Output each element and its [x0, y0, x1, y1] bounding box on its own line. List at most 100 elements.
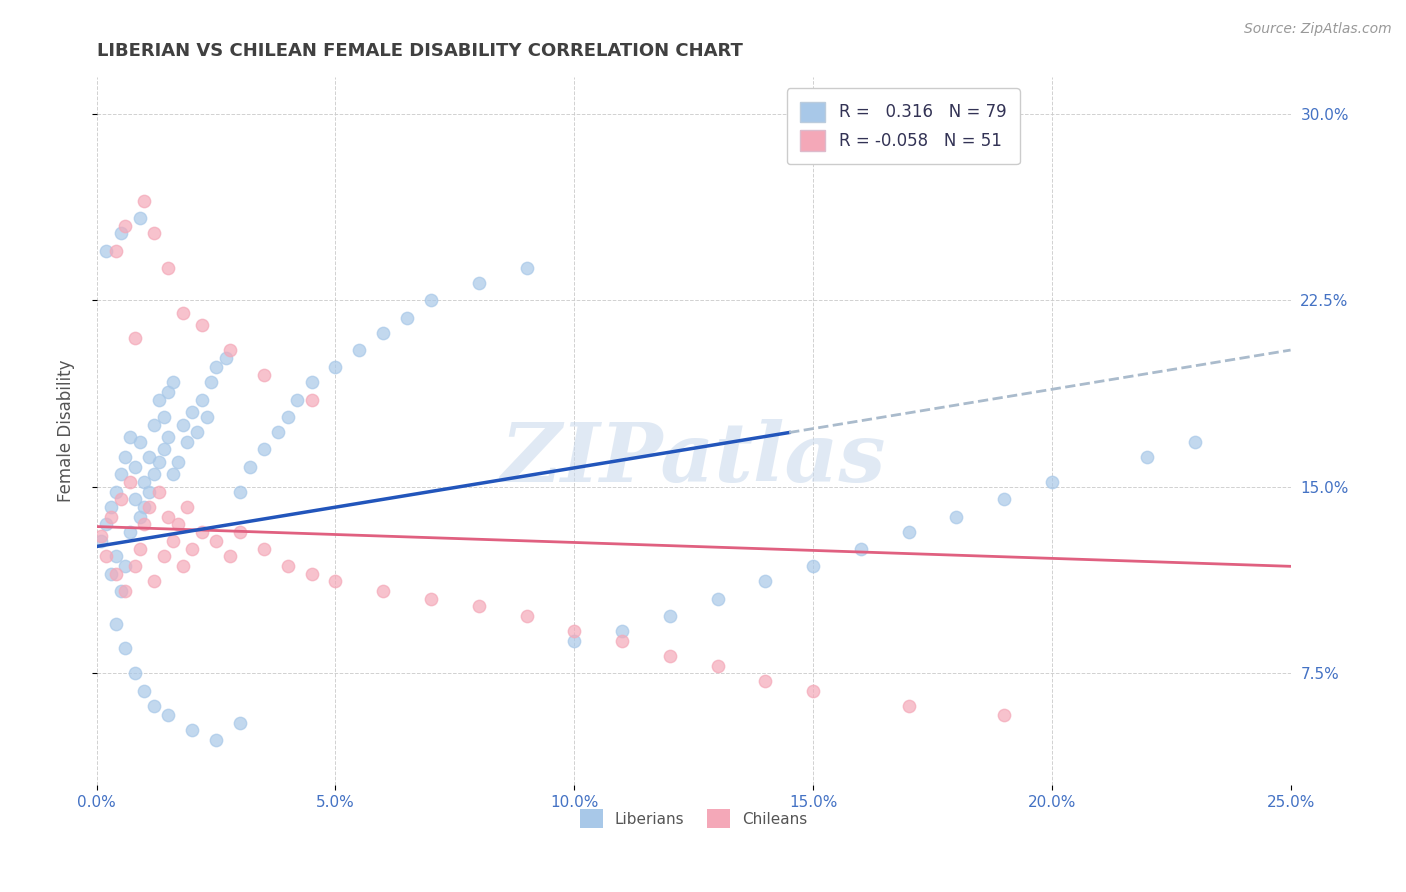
Point	[214, 351, 236, 365]
Point	[253, 442, 276, 457]
Point	[100, 500, 122, 514]
Point	[277, 559, 299, 574]
Legend: Liberians, Chileans: Liberians, Chileans	[574, 804, 814, 834]
Point	[157, 708, 180, 723]
Point	[1184, 435, 1206, 450]
Point	[124, 666, 146, 681]
Point	[162, 467, 184, 482]
Point	[658, 648, 681, 663]
Point	[90, 534, 112, 549]
Point	[229, 524, 252, 539]
Point	[1040, 475, 1063, 489]
Point	[176, 435, 198, 450]
Point	[277, 410, 299, 425]
Point	[301, 566, 323, 581]
Point	[801, 559, 824, 574]
Point	[110, 492, 132, 507]
Point	[128, 435, 150, 450]
Point	[143, 467, 166, 482]
Point	[114, 559, 136, 574]
Point	[238, 459, 260, 474]
Point	[468, 599, 491, 613]
Point	[138, 500, 160, 514]
Point	[157, 385, 180, 400]
Point	[104, 549, 127, 564]
Point	[420, 293, 443, 308]
Point	[157, 430, 180, 444]
Point	[562, 634, 585, 648]
Point	[172, 306, 194, 320]
Point	[515, 260, 537, 275]
Point	[754, 673, 776, 688]
Point	[191, 318, 214, 333]
Point	[229, 715, 252, 730]
Point	[104, 484, 127, 499]
Point	[96, 517, 118, 532]
Text: LIBERIAN VS CHILEAN FEMALE DISABILITY CORRELATION CHART: LIBERIAN VS CHILEAN FEMALE DISABILITY CO…	[97, 42, 742, 60]
Point	[114, 641, 136, 656]
Point	[110, 226, 132, 240]
Point	[172, 559, 194, 574]
Point	[420, 591, 443, 606]
Point	[562, 624, 585, 638]
Point	[148, 484, 170, 499]
Point	[285, 392, 308, 407]
Point	[945, 509, 967, 524]
Point	[1136, 450, 1159, 464]
Point	[219, 549, 242, 564]
Point	[134, 500, 156, 514]
Point	[205, 534, 228, 549]
Point	[325, 574, 347, 589]
Point	[897, 524, 920, 539]
Point	[167, 517, 190, 532]
Point	[993, 708, 1015, 723]
Point	[124, 492, 146, 507]
Point	[138, 450, 160, 464]
Point	[96, 244, 118, 258]
Point	[301, 392, 323, 407]
Point	[181, 405, 204, 419]
Point	[124, 559, 146, 574]
Point	[148, 455, 170, 469]
Point	[373, 584, 395, 599]
Point	[134, 194, 156, 208]
Point	[301, 376, 323, 390]
Point	[172, 417, 194, 432]
Point	[114, 219, 136, 233]
Point	[162, 534, 184, 549]
Point	[205, 360, 228, 375]
Point	[157, 509, 180, 524]
Point	[114, 584, 136, 599]
Point	[167, 455, 190, 469]
Point	[134, 475, 156, 489]
Point	[120, 430, 142, 444]
Point	[253, 541, 276, 556]
Point	[138, 484, 160, 499]
Point	[754, 574, 776, 589]
Point	[181, 541, 204, 556]
Point	[229, 484, 252, 499]
Point	[120, 524, 142, 539]
Point	[124, 330, 146, 344]
Y-axis label: Female Disability: Female Disability	[58, 359, 75, 502]
Point	[152, 549, 174, 564]
Point	[706, 658, 728, 673]
Point	[849, 541, 872, 556]
Point	[134, 517, 156, 532]
Point	[267, 425, 290, 439]
Point	[148, 392, 170, 407]
Point	[104, 244, 127, 258]
Point	[658, 609, 681, 624]
Point	[195, 410, 218, 425]
Point	[191, 524, 214, 539]
Point	[128, 509, 150, 524]
Point	[152, 410, 174, 425]
Point	[96, 549, 118, 564]
Text: Source: ZipAtlas.com: Source: ZipAtlas.com	[1244, 22, 1392, 37]
Point	[176, 500, 198, 514]
Point	[396, 310, 419, 325]
Point	[143, 698, 166, 713]
Point	[373, 326, 395, 340]
Point	[253, 368, 276, 382]
Point	[128, 541, 150, 556]
